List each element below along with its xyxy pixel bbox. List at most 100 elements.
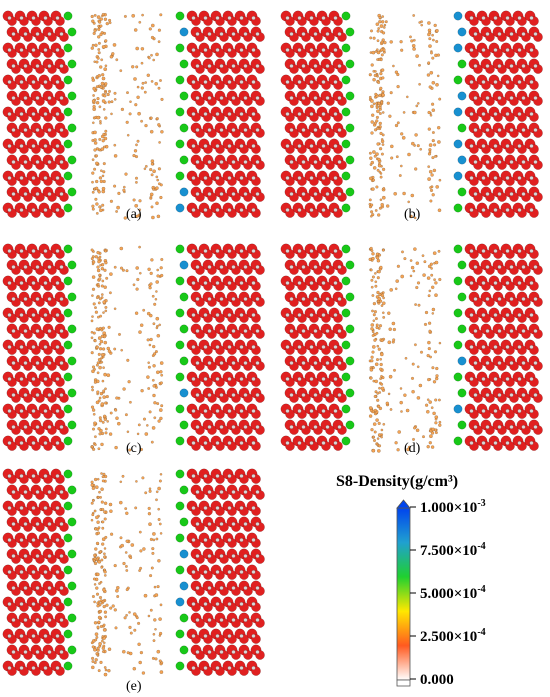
- sulfur-dot: [105, 276, 109, 280]
- white-atom: [215, 602, 220, 607]
- white-atom: [309, 207, 314, 212]
- sulfur-dot: [95, 327, 100, 331]
- white-atom: [481, 16, 486, 21]
- white-atom: [59, 618, 64, 623]
- white-atom: [509, 393, 514, 398]
- sulfur-dot: [156, 333, 161, 338]
- sulfur-dot: [381, 111, 385, 114]
- white-atom: [47, 650, 52, 655]
- green-atom: [175, 75, 185, 85]
- green-atom: [67, 581, 77, 591]
- green-atom: [67, 292, 77, 302]
- sulfur-dot: [103, 666, 107, 669]
- sulfur-dot: [98, 490, 101, 494]
- sulfur-dot: [433, 428, 438, 432]
- sulfur-dot: [147, 506, 151, 511]
- white-atom: [333, 281, 338, 286]
- sulfur-dot: [409, 274, 413, 278]
- green-atom: [179, 91, 189, 101]
- white-atom: [289, 297, 294, 302]
- white-atom: [497, 425, 502, 430]
- white-atom: [509, 127, 514, 132]
- white-atom: [255, 490, 260, 495]
- white-atom: [227, 409, 232, 414]
- white-atom: [333, 377, 338, 382]
- sulfur-dot: [128, 625, 132, 630]
- white-atom: [19, 602, 24, 607]
- white-atom: [243, 361, 248, 366]
- white-atom: [529, 281, 534, 286]
- sulfur-dot: [98, 550, 102, 554]
- sulfur-dot: [155, 370, 160, 375]
- colorbar-tick-label: 2.500×10-4: [420, 627, 486, 645]
- white-atom: [195, 159, 200, 164]
- sulfur-dot: [91, 294, 94, 297]
- white-atom: [505, 111, 510, 116]
- sulfur-dot: [378, 147, 383, 151]
- sulfur-dot: [426, 353, 430, 358]
- sulfur-dot: [115, 585, 120, 590]
- white-atom: [231, 618, 236, 623]
- blue-atom: [453, 404, 463, 414]
- left-slab: [2, 10, 77, 218]
- white-atom: [517, 377, 522, 382]
- white-atom: [297, 441, 302, 446]
- blue-atom: [457, 91, 467, 101]
- white-atom: [59, 32, 64, 37]
- sulfur-dot: [385, 401, 390, 406]
- sulfur-dot: [435, 39, 439, 44]
- sulfur-dot: [92, 94, 95, 97]
- sulfur-layer: [90, 472, 164, 677]
- green-atom: [67, 517, 77, 527]
- white-atom: [529, 409, 534, 414]
- white-atom: [23, 32, 28, 37]
- white-atom: [505, 248, 510, 253]
- white-atom: [59, 361, 64, 366]
- sulfur-dot: [101, 76, 106, 81]
- sulfur-dot: [149, 282, 153, 286]
- green-atom: [345, 187, 355, 197]
- white-atom: [219, 425, 224, 430]
- panel-label-c: (c): [126, 441, 142, 456]
- white-atom: [255, 32, 260, 37]
- sulfur-dot: [392, 368, 397, 372]
- sulfur-dot: [91, 204, 95, 208]
- white-atom: [195, 95, 200, 100]
- sulfur-dot: [433, 350, 438, 354]
- green-atom: [341, 139, 351, 149]
- sulfur-dot: [437, 208, 442, 213]
- sulfur-dot: [159, 472, 163, 476]
- sulfur-dot: [157, 28, 162, 32]
- white-atom: [473, 159, 478, 164]
- white-atom: [485, 127, 490, 132]
- sulfur-dot: [106, 92, 110, 97]
- sulfur-dot: [411, 389, 415, 394]
- white-atom: [517, 48, 522, 53]
- white-atom: [55, 409, 60, 414]
- sulfur-dot: [106, 420, 110, 423]
- sulfur-layer: [368, 13, 442, 220]
- white-atom: [191, 313, 196, 318]
- sulfur-dot: [92, 31, 96, 36]
- white-atom: [321, 441, 326, 446]
- white-atom: [255, 191, 260, 196]
- sulfur-dot: [437, 140, 441, 144]
- sulfur-dot: [429, 186, 432, 189]
- white-atom: [309, 377, 314, 382]
- white-atom: [301, 32, 306, 37]
- sulfur-dot: [101, 635, 105, 638]
- white-atom: [529, 48, 534, 53]
- sulfur-dot: [107, 325, 111, 329]
- colorbar-top-arrow: [396, 499, 411, 509]
- white-atom: [11, 393, 16, 398]
- white-atom: [59, 127, 64, 132]
- white-atom: [35, 127, 40, 132]
- sulfur-dot: [102, 623, 106, 627]
- white-atom: [11, 425, 16, 430]
- sulfur-dot: [379, 58, 383, 62]
- sulfur-dot: [382, 315, 386, 319]
- sulfur-dot: [101, 174, 105, 178]
- sulfur-dot: [156, 214, 161, 219]
- white-atom: [215, 248, 220, 253]
- sulfur-dot: [371, 334, 375, 337]
